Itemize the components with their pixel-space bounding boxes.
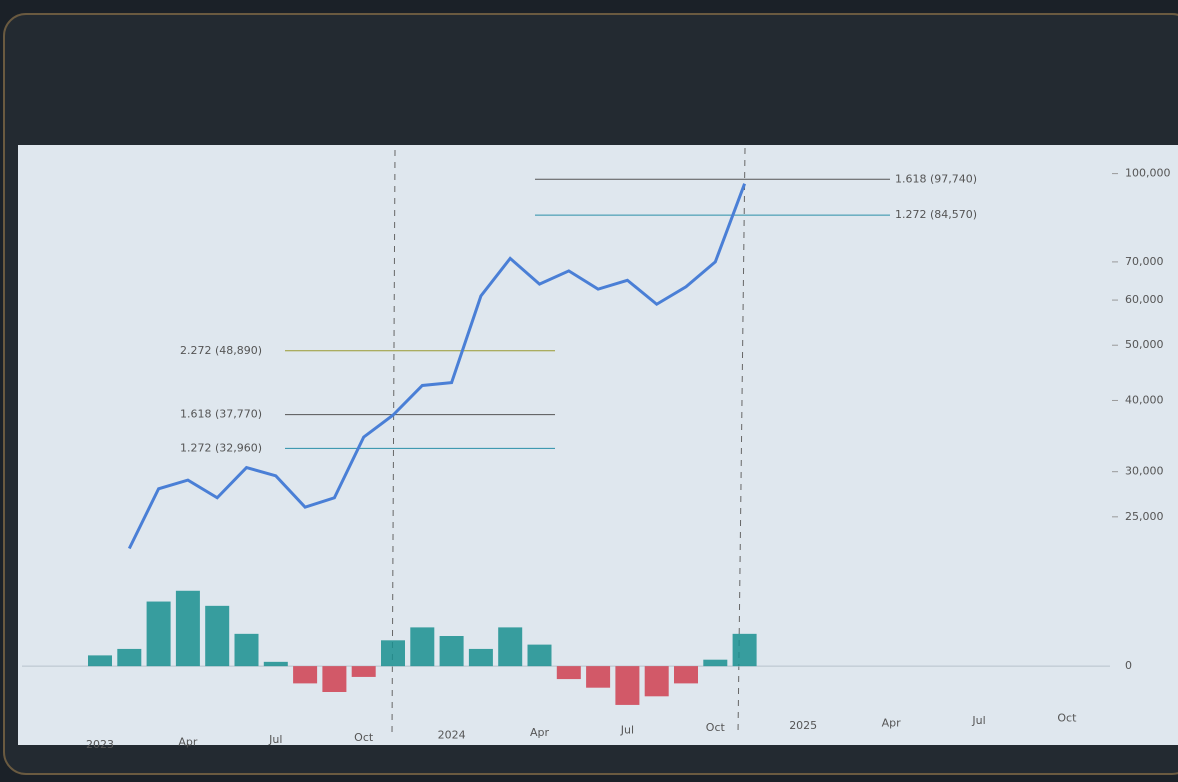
histogram-bar: [586, 666, 610, 688]
histogram-bar: [176, 591, 200, 666]
histogram-bar: [235, 634, 259, 666]
y-tick-label: 40,000: [1125, 393, 1164, 406]
histogram-bar: [528, 645, 552, 667]
y-tick-label: 50,000: [1125, 338, 1164, 351]
histogram-bar: [264, 662, 288, 666]
x-tick-label: Oct: [354, 731, 374, 744]
fib-label: 2.272 (48,890): [180, 344, 262, 357]
screen-photo: 25,000 30,000 40,000 50,000 60,000 70,000 100,…: [0, 0, 1178, 782]
x-tick-label: Jul: [971, 714, 985, 727]
histogram-bar: [147, 602, 171, 667]
histogram-bar: [381, 640, 405, 666]
histogram-bar: [117, 649, 141, 666]
page: 25,000 30,000 40,000 50,000 60,000 70,000 100,…: [0, 0, 1178, 782]
histogram-bar: [88, 655, 112, 666]
x-tick-label: 2025: [789, 719, 817, 732]
histogram-bar: [645, 666, 669, 696]
fib-label: 1.618 (97,740): [895, 172, 977, 185]
x-tick-label: Oct: [1057, 712, 1077, 725]
x-tick-label: Apr: [178, 736, 198, 749]
x-tick-label: Apr: [530, 726, 550, 739]
fib-label: 1.272 (32,960): [180, 441, 262, 454]
y-tick-label: 60,000: [1125, 293, 1164, 306]
x-tick-label: Apr: [882, 716, 902, 729]
y-tick-label: 25,000: [1125, 510, 1164, 523]
histogram-bar: [352, 666, 376, 677]
y-tick-label: 30,000: [1125, 465, 1164, 478]
x-tick-label: Oct: [706, 721, 726, 734]
x-tick-label: Jul: [620, 724, 634, 737]
histogram-bar: [498, 627, 522, 666]
y-tick-label: 100,000: [1125, 167, 1171, 180]
histogram-bar: [293, 666, 317, 683]
histogram-bar: [557, 666, 581, 679]
x-tick-label: Jul: [268, 733, 282, 746]
histogram-bar: [322, 666, 346, 692]
y-tick-label: 70,000: [1125, 255, 1164, 268]
x-tick-label: 2023: [86, 738, 114, 751]
fib-label: 1.272 (84,570): [895, 208, 977, 221]
x-tick-label: 2024: [438, 728, 466, 741]
histogram-bar: [410, 627, 434, 666]
histogram-bar: [615, 666, 639, 705]
histogram-bar: [469, 649, 493, 666]
histogram-bar: [205, 606, 229, 666]
histogram-bar: [733, 634, 757, 666]
histogram-bar: [674, 666, 698, 683]
histogram-bar: [703, 660, 727, 666]
y-tick-label: 0: [1125, 659, 1132, 672]
fib-label: 1.618 (37,770): [180, 408, 262, 421]
histogram-bar: [440, 636, 464, 666]
